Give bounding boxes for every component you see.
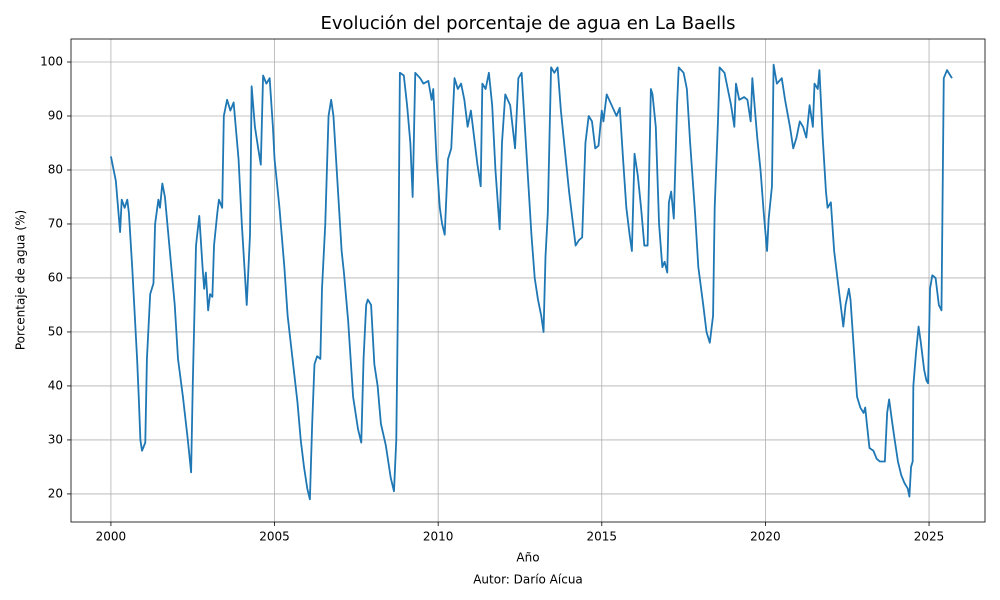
y-tick-label: 90 bbox=[48, 108, 63, 122]
y-tick-label: 40 bbox=[48, 378, 63, 392]
caption: Autor: Darío Aícua bbox=[473, 573, 583, 587]
y-tick-label: 30 bbox=[48, 432, 63, 446]
x-tick-label: 2015 bbox=[587, 530, 618, 544]
y-tick-label: 50 bbox=[48, 324, 63, 338]
y-tick-label: 100 bbox=[40, 55, 63, 69]
plot-frame bbox=[70, 38, 986, 523]
x-tick-label: 2000 bbox=[96, 530, 127, 544]
y-tick-label: 60 bbox=[48, 270, 63, 284]
y-tick-label: 70 bbox=[48, 216, 63, 230]
data-line bbox=[110, 63, 953, 501]
chart-title: Evolución del porcentaje de agua en La B… bbox=[320, 13, 735, 34]
x-tick-label: 2025 bbox=[914, 530, 945, 544]
y-tick-label: 20 bbox=[48, 486, 63, 500]
y-tick-label: 80 bbox=[48, 162, 63, 176]
x-tick-label: 2010 bbox=[423, 530, 454, 544]
y-axis-label: Porcentaje de agua (%) bbox=[14, 210, 28, 350]
x-tick-label: 2005 bbox=[259, 530, 290, 544]
x-tick-label: 2020 bbox=[750, 530, 781, 544]
x-axis-label: Año bbox=[516, 551, 539, 565]
